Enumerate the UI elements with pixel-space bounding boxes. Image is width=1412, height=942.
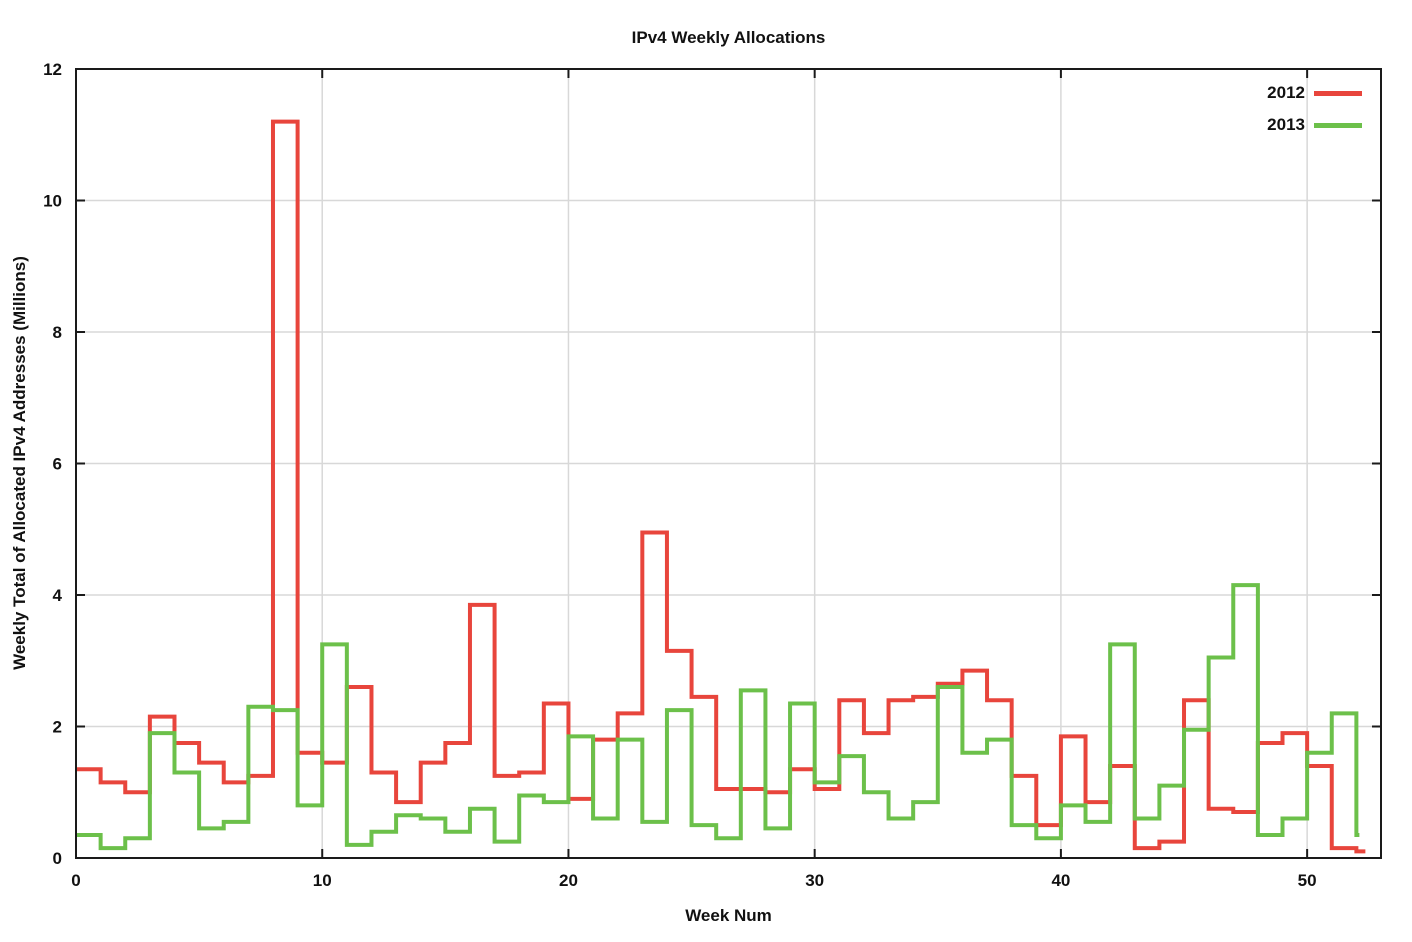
- y-tick-label: 8: [53, 323, 62, 342]
- legend-label-2012: 2012: [1267, 83, 1305, 102]
- x-tick-label: 40: [1051, 871, 1070, 890]
- x-tick-label: 30: [805, 871, 824, 890]
- legend-item-2013: 2013: [1267, 109, 1362, 141]
- y-tick-label: 10: [43, 192, 62, 211]
- y-tick-label: 6: [53, 455, 62, 474]
- chart-title: IPv4 Weekly Allocations: [631, 28, 826, 47]
- y-tick-label: 12: [43, 60, 62, 79]
- series-2013-line: [76, 583, 1360, 851]
- x-tick-label: 50: [1298, 871, 1317, 890]
- legend-item-2012: 2012: [1267, 77, 1362, 109]
- legend: 2012 2013: [1267, 77, 1362, 141]
- legend-line-sample-2013: [1314, 122, 1362, 128]
- x-tick-label: 20: [559, 871, 578, 890]
- legend-label-2013: 2013: [1267, 115, 1305, 134]
- x-tick-label: 10: [313, 871, 332, 890]
- x-axis-label: Week Num: [685, 906, 772, 925]
- y-tick-label: 4: [53, 586, 63, 605]
- y-tick-label: 0: [53, 849, 62, 868]
- x-tick-label: 0: [71, 871, 80, 890]
- series-2012-line: [76, 119, 1366, 854]
- legend-line-sample-2012: [1314, 90, 1362, 96]
- y-tick-label: 2: [53, 718, 62, 737]
